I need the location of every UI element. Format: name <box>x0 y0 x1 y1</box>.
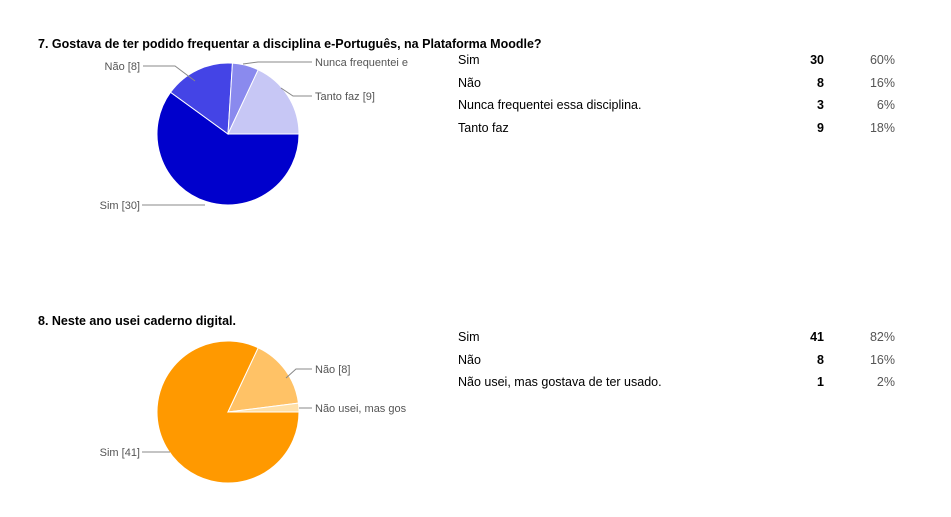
table-row: Sim 30 60% <box>458 53 898 76</box>
answer-percentage: 2% <box>876 375 895 389</box>
pie-slice-7-0 <box>156 91 300 206</box>
answer-count: 30 <box>810 53 824 67</box>
answer-count: 9 <box>817 120 824 135</box>
slice-label: Tanto faz [9] <box>315 91 375 103</box>
answer-percentage: 60% <box>869 53 895 67</box>
pie-slice-8-1 <box>227 347 299 413</box>
table-row: Tanto faz 9 18% <box>458 121 898 144</box>
answer-count: 8 <box>817 75 824 90</box>
question-8-title: 8. Neste ano usei caderno digital. <box>38 314 236 328</box>
table-row: Nunca frequentei essa disciplina. 3 6% <box>458 98 898 121</box>
answer-label: Não <box>458 352 481 367</box>
answer-label: Não usei, mas gostava de ter usado. <box>458 375 662 389</box>
pie-slice-7-3 <box>227 69 300 135</box>
slice-label: Não [8] <box>315 364 350 376</box>
question-8-results-table: Sim 41 82% Não 8 16% Não usei, mas gostava de … <box>458 330 898 398</box>
answer-label: Nunca frequentei essa disciplina. <box>458 98 642 112</box>
answer-percentage: 18% <box>869 120 895 135</box>
answer-percentage: 16% <box>869 75 895 90</box>
answer-label: Sim <box>458 330 480 344</box>
table-row: Sim 41 82% <box>458 330 898 353</box>
question-7-pie-chart: Sim [30] Não [8] Nunca frequentei e Tanto f… <box>100 57 408 212</box>
slice-label: Sim [41] <box>100 447 140 459</box>
question-7-title: 7. Gostava de ter podido frequentar a di… <box>38 37 542 51</box>
answer-label: Sim <box>458 53 480 67</box>
table-row: Não 8 16% <box>458 76 898 99</box>
table-row: Não 8 16% <box>458 353 898 376</box>
pie-slice-8-2 <box>227 402 300 413</box>
answer-label: Não <box>458 75 481 90</box>
pie-slice-7-1 <box>169 62 233 135</box>
slice-label: Sim [30] <box>100 200 140 212</box>
question-7-results-table: Sim 30 60% Não 8 16% Nunca frequentei essa dis… <box>458 53 898 143</box>
question-8-pie-chart: Sim [41] Não [8] Não usei, mas gos <box>100 340 407 484</box>
answer-percentage: 16% <box>869 352 895 367</box>
answer-percentage: 6% <box>876 98 895 112</box>
slice-leader-line <box>143 65 196 82</box>
slice-label: Nunca frequentei e <box>315 57 408 69</box>
slice-label: Não usei, mas gos <box>315 403 407 415</box>
answer-count: 41 <box>810 330 824 344</box>
slice-label: Não [8] <box>105 61 140 73</box>
answer-count: 8 <box>817 352 824 367</box>
slice-leader-line <box>242 61 312 65</box>
answer-label: Tanto faz <box>458 120 509 135</box>
answer-percentage: 82% <box>869 330 895 344</box>
slice-leader-line <box>280 87 312 97</box>
answer-count: 3 <box>817 98 824 112</box>
answer-count: 1 <box>817 375 824 389</box>
slice-leader-line <box>285 368 312 379</box>
table-row: Não usei, mas gostava de ter usado. 1 2% <box>458 375 898 398</box>
